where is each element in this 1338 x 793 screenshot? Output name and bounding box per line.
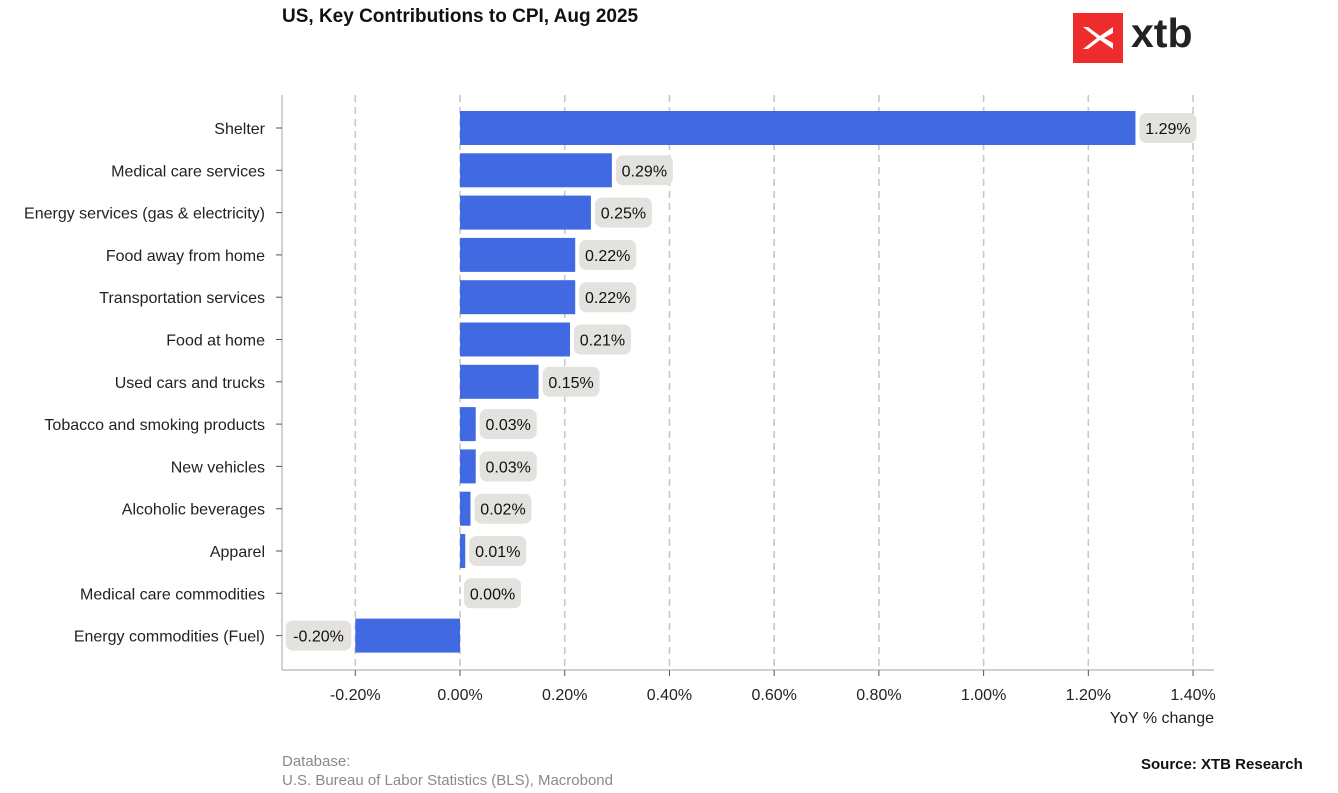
x-tick-label: 0.00% bbox=[437, 687, 482, 704]
x-tick-label: 0.60% bbox=[751, 687, 796, 704]
data-label-background bbox=[479, 451, 537, 482]
data-label-background bbox=[285, 620, 352, 651]
data-label: 0.03% bbox=[486, 459, 531, 476]
bar bbox=[460, 195, 591, 230]
data-label: 0.03% bbox=[486, 417, 531, 434]
bar bbox=[460, 364, 539, 399]
category-label: Medical care commodities bbox=[80, 586, 265, 603]
database-label: Database: bbox=[282, 753, 351, 770]
bar bbox=[460, 111, 1136, 145]
chart-title: US, Key Contributions to CPI, Aug 2025 bbox=[282, 6, 639, 27]
data-label-background bbox=[1139, 113, 1197, 143]
data-label: 1.29% bbox=[1145, 121, 1190, 138]
category-label: Transportation services bbox=[99, 290, 265, 307]
data-label-background bbox=[573, 324, 631, 355]
bar bbox=[460, 237, 576, 272]
data-label: -0.20% bbox=[293, 629, 344, 646]
bar bbox=[460, 322, 570, 357]
x-axis-label: YoY % change bbox=[1109, 710, 1214, 727]
category-label: Energy services (gas & electricity) bbox=[24, 206, 265, 223]
x-tick-label: 0.40% bbox=[647, 687, 692, 704]
x-tick-label: 0.20% bbox=[542, 687, 587, 704]
data-label: 0.22% bbox=[585, 290, 630, 307]
xtb-logo: xtb bbox=[1073, 10, 1203, 65]
bar bbox=[460, 534, 466, 568]
bar bbox=[460, 153, 612, 188]
data-label: 0.01% bbox=[475, 544, 520, 561]
data-label: 0.21% bbox=[580, 333, 625, 350]
data-label: 0.29% bbox=[622, 163, 667, 180]
category-label: Used cars and trucks bbox=[115, 375, 265, 392]
data-label: 0.22% bbox=[585, 248, 630, 265]
category-label: Shelter bbox=[214, 121, 265, 138]
category-label: Medical care services bbox=[111, 163, 265, 180]
data-label: 0.00% bbox=[470, 586, 515, 603]
data-label-background bbox=[464, 578, 522, 609]
data-label-background bbox=[594, 197, 652, 228]
x-tick-label: 1.40% bbox=[1170, 687, 1215, 704]
x-tick-label: -0.20% bbox=[330, 687, 381, 704]
xtb-logo-text: xtb bbox=[1131, 10, 1193, 56]
xtb-logo-mark-icon bbox=[1073, 13, 1123, 63]
x-tick-label: 0.80% bbox=[856, 687, 901, 704]
category-label: Apparel bbox=[210, 544, 265, 561]
category-label: New vehicles bbox=[171, 459, 265, 476]
source-credit: Source: XTB Research bbox=[1141, 756, 1303, 773]
bar bbox=[460, 280, 576, 315]
bar bbox=[460, 449, 476, 484]
bar bbox=[355, 618, 461, 653]
x-tick-label: 1.20% bbox=[1066, 687, 1111, 704]
data-label-background bbox=[474, 493, 532, 524]
data-label: 0.25% bbox=[601, 206, 646, 223]
data-label-background bbox=[579, 239, 637, 270]
x-tick-label: 1.00% bbox=[961, 687, 1006, 704]
category-label: Energy commodities (Fuel) bbox=[74, 629, 265, 646]
category-label: Food at home bbox=[166, 333, 265, 350]
category-label: Tobacco and smoking products bbox=[44, 417, 265, 434]
data-label: 0.15% bbox=[548, 375, 593, 392]
category-label: Food away from home bbox=[106, 248, 265, 265]
bar bbox=[460, 491, 471, 526]
bar bbox=[460, 407, 476, 442]
data-label-background bbox=[615, 155, 673, 186]
category-label: Alcoholic beverages bbox=[122, 502, 265, 519]
data-label-background bbox=[479, 409, 537, 440]
database-value: U.S. Bureau of Labor Statistics (BLS), M… bbox=[282, 772, 613, 789]
data-label-background bbox=[579, 282, 637, 313]
data-label-background bbox=[469, 536, 527, 566]
data-label-background bbox=[542, 366, 600, 397]
bar-chart: -0.20% 0.00% 0.20% 0.40% 0.60% 0.80% 1.00% 1.20… bbox=[24, 95, 1216, 704]
data-label: 0.02% bbox=[480, 502, 525, 519]
